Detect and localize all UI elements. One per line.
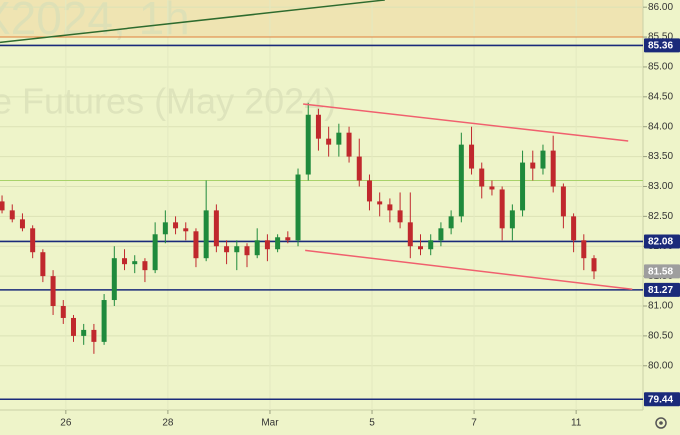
candle-body — [162, 222, 168, 235]
y-tick-label: 83.00 — [648, 181, 673, 192]
candle-body — [438, 228, 444, 241]
price-tag — [644, 234, 680, 249]
candle-body — [377, 201, 383, 205]
candle-body — [101, 300, 107, 342]
x-tick-label: 11 — [571, 418, 582, 429]
price-tag — [644, 264, 680, 279]
price-tag-label: 85.36 — [648, 41, 673, 52]
candle-body — [428, 240, 434, 250]
settings-icon[interactable] — [655, 417, 667, 429]
gear[interactable] — [655, 417, 667, 429]
candle-body — [315, 114, 321, 139]
price-tag-label: 81.58 — [648, 266, 673, 277]
candle-body — [571, 216, 577, 241]
y-tick-label: 84.50 — [648, 91, 673, 102]
candle-body — [326, 138, 332, 145]
candle-body — [550, 150, 556, 187]
y-tick-label: 85.50 — [648, 32, 673, 43]
y-tick-label: 80.50 — [648, 331, 673, 342]
candle-body — [213, 210, 219, 247]
candle-body — [234, 246, 240, 253]
gear-center[interactable] — [659, 421, 663, 425]
candle-body — [499, 189, 505, 229]
candle-body — [91, 329, 97, 342]
candle-body — [520, 162, 526, 211]
candle-body — [244, 246, 250, 256]
candle-body — [40, 252, 46, 277]
candle-body — [9, 210, 15, 220]
candle-body — [560, 186, 566, 217]
candle-body — [479, 168, 485, 187]
candle-body — [203, 210, 209, 259]
price-tag — [644, 282, 680, 297]
y-tick-label: 80.00 — [648, 360, 673, 371]
candle-body — [387, 204, 393, 211]
candle-body — [122, 258, 128, 265]
candle-body — [295, 174, 301, 241]
y-tick-label: 81.00 — [648, 301, 673, 312]
y-tick-label: 82.50 — [648, 211, 673, 222]
candle-body — [152, 234, 158, 271]
candle-body — [418, 246, 424, 250]
candle-body — [458, 144, 464, 217]
x-tick-label: 28 — [162, 418, 174, 429]
candle-body — [193, 231, 199, 259]
price-tag-label: 82.08 — [648, 237, 673, 248]
y-tick-label: 86.00 — [648, 2, 673, 13]
trend-line — [0, 0, 385, 44]
candle-body — [356, 156, 362, 181]
candle-body — [591, 258, 597, 272]
candle-body — [224, 246, 230, 253]
candle-body — [581, 240, 587, 259]
y-tick-label: 85.00 — [648, 62, 673, 73]
candle-body — [540, 150, 546, 169]
candle-body — [70, 317, 76, 336]
x-tick-label: 7 — [471, 418, 477, 429]
candle-body — [336, 132, 342, 145]
candle-body — [81, 329, 87, 336]
candle-body — [142, 261, 148, 271]
candle-body — [0, 201, 5, 211]
candle-body — [19, 219, 25, 229]
candle-body — [448, 216, 454, 229]
price-tag — [644, 392, 680, 407]
candle-body — [346, 132, 352, 157]
candle-body — [50, 276, 56, 307]
price-tag-label: 81.27 — [648, 285, 673, 296]
candle-body — [183, 228, 189, 232]
candle-body — [275, 237, 281, 250]
x-tick-label: 5 — [369, 418, 375, 429]
trend-line — [303, 103, 629, 142]
candle-body — [30, 228, 36, 253]
y-tick-label: 83.50 — [648, 151, 673, 162]
candle-body — [173, 222, 179, 229]
trend-line — [305, 249, 633, 291]
candle-body — [397, 210, 403, 223]
candle-body — [285, 237, 291, 241]
candle-body — [254, 240, 260, 256]
price-tag-label: 79.44 — [648, 394, 673, 405]
candle-body — [366, 180, 372, 202]
y-tick-label: 84.00 — [648, 121, 673, 132]
candle-body — [530, 162, 536, 169]
candle-body — [132, 261, 138, 265]
x-tick-label: Mar — [261, 418, 279, 429]
candle-body — [407, 222, 413, 247]
candle-body — [305, 114, 311, 175]
candle-body — [509, 210, 515, 229]
price-tag — [644, 38, 680, 53]
candle-body — [489, 186, 495, 190]
x-tick-label: 26 — [60, 418, 72, 429]
candle-body — [111, 258, 117, 301]
candle-body — [60, 306, 66, 318]
candle-body — [264, 240, 270, 250]
candle-body — [469, 144, 475, 169]
